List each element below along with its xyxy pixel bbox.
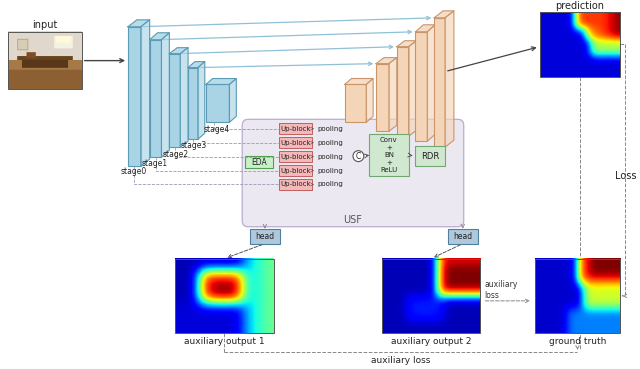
Polygon shape	[150, 33, 170, 40]
Polygon shape	[397, 41, 417, 47]
Text: stage4: stage4	[204, 125, 230, 134]
Bar	[376, 63, 389, 131]
Polygon shape	[170, 48, 188, 54]
Polygon shape	[408, 41, 417, 136]
Text: Loss: Loss	[615, 171, 637, 181]
Bar	[250, 229, 280, 244]
Bar	[278, 123, 312, 134]
Bar	[278, 165, 312, 176]
Bar	[8, 32, 82, 89]
Bar	[150, 40, 161, 157]
Text: pooling: pooling	[317, 182, 342, 187]
Text: stage1: stage1	[141, 159, 168, 168]
Bar	[245, 156, 273, 168]
Bar	[448, 229, 477, 244]
Text: pooling: pooling	[317, 140, 342, 146]
Text: auxiliary
loss: auxiliary loss	[484, 280, 518, 300]
FancyBboxPatch shape	[242, 119, 464, 227]
Text: Up-block: Up-block	[280, 126, 310, 132]
Bar	[188, 68, 198, 139]
Text: pooling: pooling	[317, 126, 342, 132]
Bar	[344, 85, 366, 122]
Circle shape	[353, 151, 364, 162]
Text: stage0: stage0	[121, 166, 147, 176]
Bar	[415, 32, 428, 141]
Text: head: head	[453, 232, 472, 241]
Text: auxiliary output 2: auxiliary output 2	[391, 337, 472, 346]
Text: prediction: prediction	[556, 1, 604, 11]
Text: Up-block: Up-block	[280, 140, 310, 146]
Text: RDR: RDR	[421, 152, 440, 161]
Polygon shape	[389, 58, 397, 131]
Polygon shape	[376, 58, 397, 63]
Text: pooling: pooling	[317, 168, 342, 173]
Polygon shape	[428, 25, 435, 141]
Polygon shape	[180, 48, 188, 147]
Bar	[278, 151, 312, 162]
Polygon shape	[188, 62, 205, 68]
Bar	[382, 259, 481, 333]
Polygon shape	[445, 11, 454, 147]
Text: Up-block: Up-block	[280, 182, 310, 187]
Bar	[278, 179, 312, 190]
Text: head: head	[255, 232, 275, 241]
Bar	[369, 134, 408, 176]
Bar	[175, 259, 274, 333]
Bar	[434, 18, 445, 147]
Polygon shape	[161, 33, 170, 157]
Bar	[415, 146, 445, 166]
Text: Up-block: Up-block	[280, 168, 310, 173]
Text: pooling: pooling	[317, 154, 342, 160]
Bar	[397, 47, 408, 136]
Text: input: input	[32, 20, 58, 30]
Text: ground truth: ground truth	[548, 337, 606, 346]
Polygon shape	[344, 79, 373, 85]
Text: auxiliary loss: auxiliary loss	[371, 356, 431, 365]
Text: auxiliary output 1: auxiliary output 1	[184, 337, 265, 346]
Polygon shape	[141, 20, 150, 166]
Polygon shape	[198, 62, 205, 139]
Text: stage3: stage3	[181, 141, 207, 150]
Text: stage2: stage2	[162, 149, 188, 159]
Polygon shape	[128, 20, 150, 27]
Polygon shape	[415, 25, 435, 32]
Bar	[540, 12, 620, 76]
Bar	[128, 27, 141, 166]
Bar	[170, 54, 180, 147]
Polygon shape	[366, 79, 373, 122]
Text: EDA: EDA	[251, 158, 267, 166]
Text: USF: USF	[344, 215, 362, 225]
Text: Up-block: Up-block	[280, 154, 310, 160]
Bar	[206, 85, 229, 122]
Polygon shape	[229, 79, 236, 122]
Text: C: C	[356, 152, 361, 161]
Polygon shape	[206, 79, 236, 85]
Bar	[534, 259, 620, 333]
Polygon shape	[434, 11, 454, 18]
Text: Conv
+
BN
+
ReLU: Conv + BN + ReLU	[380, 137, 397, 173]
Bar	[278, 137, 312, 148]
